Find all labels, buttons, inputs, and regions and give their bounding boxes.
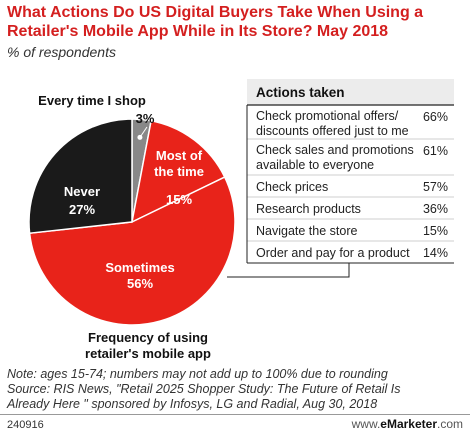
pie-label-most-cont: the time (154, 164, 204, 179)
chart-subtitle: % of respondents (7, 44, 116, 60)
pie-slice-most-of-the-time (130, 119, 226, 224)
pie-value-sometimes: 56% (127, 276, 153, 291)
pie-slice-sometimes (28, 176, 236, 326)
table-row-label: Check sales and promotions (256, 143, 414, 157)
brand-prefix: www. (351, 417, 381, 431)
source-line-cont: Already Here " sponsored by Infosys, LG … (7, 397, 378, 411)
actions-table: Actions taken Check promotional offers/di… (227, 79, 454, 278)
table-row-label: Order and pay for a product (256, 246, 410, 260)
note-line: Note: ages 15-74; numbers may not add up… (7, 367, 388, 381)
brand-logo: www.eMarketer.com (352, 417, 463, 431)
pie-label-never: Never (64, 184, 100, 199)
pie-label-most: Most of (156, 148, 203, 163)
footer-divider (0, 414, 470, 415)
table-row-value: 66% (423, 110, 448, 124)
table-header: Actions taken (256, 85, 345, 100)
table-connector (227, 263, 350, 278)
pie-label-sometimes: Sometimes (105, 260, 174, 275)
table-row-label: Check prices (256, 180, 328, 194)
pie-leader-dot (137, 134, 143, 140)
chart-title: What Actions Do US Digital Buyers Take W… (7, 4, 424, 40)
table-row-value: 14% (423, 246, 448, 260)
notes: Note: ages 15-74; numbers may not add up… (7, 367, 463, 412)
pie-value-most: 15% (166, 192, 192, 207)
table-row-value: 36% (423, 202, 448, 216)
pie-title: Frequency of using (88, 330, 208, 345)
table-header-bg (247, 79, 454, 105)
table-row-value: 15% (423, 224, 448, 238)
table-row-value: 61% (423, 144, 448, 158)
pie-label-every-time: Every time I shop (38, 93, 146, 108)
table-row-label: Research products (256, 202, 361, 216)
pie-value-every-time: 3% (136, 111, 155, 126)
pie-value-never: 27% (69, 202, 95, 217)
brand-name: eMarketer (380, 417, 437, 431)
table-row-label-cont: discounts offered just to me (256, 124, 409, 138)
table-row-value: 57% (423, 180, 448, 194)
chart-id: 240916 (7, 419, 44, 431)
pie-slice-never (28, 118, 133, 235)
brand-suffix: .com (436, 417, 463, 431)
source-line: Source: RIS News, "Retail 2025 Shopper S… (7, 382, 401, 396)
table-row-label: Check promotional offers/ (256, 109, 399, 123)
table-row-label-cont: available to everyone (256, 158, 374, 172)
table-row-label: Navigate the store (256, 224, 357, 238)
pie-title-cont: retailer's mobile app (85, 346, 211, 361)
